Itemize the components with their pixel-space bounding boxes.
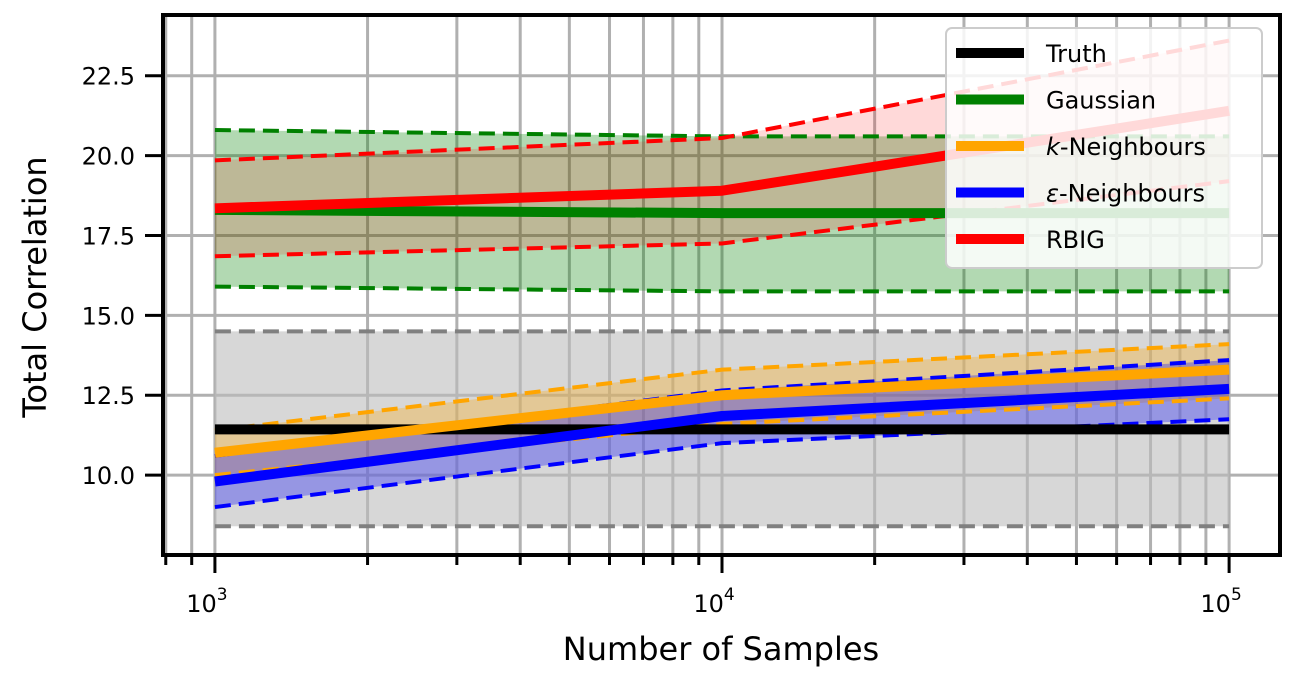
y-tick-label: 12.5 [82, 382, 135, 410]
series-lines [214, 105, 1230, 487]
y-axis-title: Total Correlation [16, 156, 54, 418]
legend-label-kneighbours: k-Neighbours [1046, 133, 1206, 161]
y-tick-label: 22.5 [82, 63, 135, 91]
y-tick-label: 20.0 [82, 143, 135, 171]
legend: Truth Gaussian k-Neighbours ε-Neighbours RBI… [945, 27, 1263, 269]
legend-label-rbig: RBIG [1046, 226, 1105, 254]
gaussian-lower-bound [214, 284, 1230, 294]
kneighbours-line [214, 364, 1230, 458]
x-tick-label: 105 [1200, 585, 1241, 618]
x-tick-label: 103 [186, 585, 227, 618]
axis-ticks: 103 104 105 10.0 12.5 15.0 17.5 20.0 22.5 [82, 63, 1242, 618]
legend-label-eneighbours: ε-Neighbours [1046, 180, 1205, 208]
y-tick-label: 17.5 [82, 222, 135, 250]
legend-box [945, 27, 1263, 269]
kneighbours-band [214, 344, 1230, 476]
legend-label-gaussian: Gaussian [1046, 87, 1156, 115]
legend-label-truth: Truth [1045, 40, 1107, 68]
eneighbours-line [214, 383, 1230, 487]
y-tick-label: 10.0 [82, 462, 135, 490]
kneighbours-upper-bound [214, 342, 1230, 433]
x-tick-label: 104 [693, 585, 734, 618]
x-axis-title: Number of Samples [563, 630, 879, 668]
y-tick-label: 15.0 [82, 302, 135, 330]
